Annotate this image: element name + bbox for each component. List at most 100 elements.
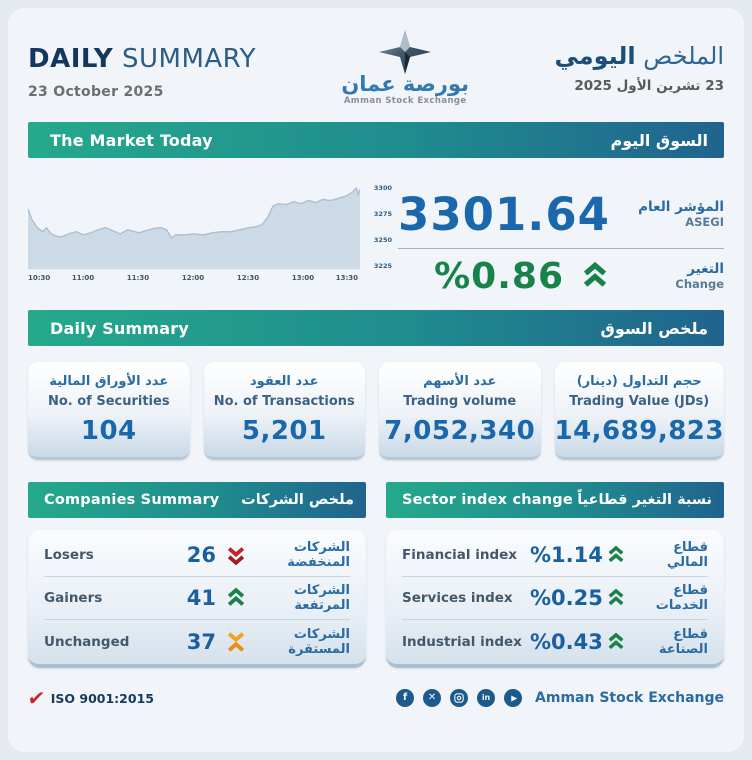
- double-chevron-up-icon: [596, 632, 636, 652]
- row-label-arabic: الشركات المنخفضة: [287, 540, 350, 570]
- row-label-english: Industrial index: [402, 633, 522, 650]
- iso-certification: ✔ ISO 9001:2015: [26, 686, 154, 710]
- row-label-english: Gainers: [44, 590, 103, 606]
- change-value: %0.86: [434, 255, 564, 297]
- row-value: 41: [186, 586, 216, 610]
- change-label-arabic: التغير: [687, 261, 724, 277]
- double-chevron-up-icon: [216, 587, 256, 609]
- row-label-arabic: قطاع الصناعة: [658, 626, 708, 657]
- index-chart: 3300 3275 3250 3225 10:30 11:00 11:30 12:00 12:…: [28, 180, 392, 300]
- page-title-rest: SUMMARY: [113, 44, 256, 74]
- daily-summary-title-en: Daily Summary: [50, 318, 190, 338]
- logo-name-arabic: بورصة عمان: [341, 72, 470, 96]
- stat-value: 14,689,823: [554, 416, 724, 446]
- change-row: %0.86 التغير Change: [398, 256, 724, 297]
- row-value: %0.25: [530, 586, 603, 610]
- unchanged-row: Unchanged 37 الشركات المستقرة: [44, 620, 350, 663]
- index-label-english: ASEGI: [685, 215, 724, 229]
- market-today-title-ar: السوق اليوم: [610, 130, 708, 150]
- date-en: 23 October 2025: [28, 84, 164, 100]
- double-chevron-up-icon: [596, 545, 636, 565]
- companies-summary-banner: Companies Summary ملخص الشركات: [28, 482, 366, 518]
- companies-column: Companies Summary ملخص الشركات Losers 26…: [28, 482, 366, 668]
- sector-index-banner: Sector index change نسبة التغير قطاعياً: [386, 482, 724, 518]
- stat-label-english: No. of Transactions: [213, 394, 355, 409]
- page-title-arabic-word2: اليومي: [554, 42, 636, 70]
- double-chevron-up-icon: [596, 588, 636, 608]
- losers-row: Losers 26 الشركات المنخفضة: [44, 534, 350, 577]
- stat-label-arabic: حجم التداول (دينار): [576, 374, 702, 389]
- x-twitter-icon[interactable]: ✕: [423, 689, 442, 707]
- index-info-panel: 3301.64 المؤشر العام ASEGI %0.86 التغير …: [380, 174, 724, 310]
- row-label-arabic: الشركات المرتفعة: [293, 583, 350, 613]
- row-label-english: Financial index: [402, 547, 518, 563]
- row-value: 37: [186, 629, 216, 654]
- stat-label-english: No. of Securities: [47, 394, 170, 409]
- stat-label-arabic: عدد العقود: [250, 374, 319, 389]
- stat-value: 5,201: [241, 416, 327, 446]
- compass-star-icon: [379, 30, 432, 74]
- chart-y-axis-labels: 3300 3275 3250 3225: [373, 184, 392, 270]
- sectors-card: Financial index %1.14 قطاع المالي Servic…: [386, 530, 724, 668]
- gainers-row: Gainers 41 الشركات المرتفعة: [44, 577, 350, 620]
- stat-trading-volume: عدد الأسهم Trading volume 7,052,340: [379, 362, 541, 460]
- page-title-arabic: الملخص اليومي: [554, 42, 724, 70]
- companies-title-en: Companies Summary: [44, 492, 220, 508]
- row-label-arabic: الشركات المستقرة: [288, 626, 350, 657]
- header: DAILY SUMMARY 23 October 2025 بورصة عمان…: [28, 26, 724, 122]
- row-label-english: Losers: [44, 547, 94, 563]
- stat-securities: عدد الأوراق المالية No. of Securities 10…: [28, 362, 190, 460]
- row-value: %0.43: [530, 629, 603, 654]
- stat-label-arabic: عدد الأوراق المالية: [49, 374, 169, 389]
- index-value: 3301.64: [398, 187, 610, 241]
- stat-label-english: Trading volume: [403, 394, 517, 409]
- report-page: DAILY SUMMARY 23 October 2025 بورصة عمان…: [8, 8, 744, 752]
- index-labels: المؤشر العام ASEGI: [626, 199, 724, 229]
- checkmark-icon: ✔: [26, 686, 47, 710]
- header-left: DAILY SUMMARY 23 October 2025: [28, 26, 256, 100]
- youtube-icon[interactable]: [504, 689, 523, 707]
- companies-card: Losers 26 الشركات المنخفضة Gainers 41: [28, 530, 366, 668]
- bottom-columns: Companies Summary ملخص الشركات Losers 26…: [28, 482, 724, 668]
- converging-chevrons-icon: [216, 631, 256, 653]
- sectors-title-ar: نسبة التغير قطاعياً: [577, 492, 712, 508]
- market-today-banner: The Market Today السوق اليوم: [28, 122, 724, 158]
- stat-transactions: عدد العقود No. of Transactions 5,201: [203, 362, 365, 460]
- row-label-english: Services index: [402, 590, 513, 606]
- industrial-index-row: Industrial index %0.43 قطاع الصناعة: [402, 620, 708, 663]
- info-divider: [398, 247, 724, 249]
- market-today-title-en: The Market Today: [50, 130, 213, 150]
- chart-x-axis-labels: 10:30 11:00 11:30 12:00 12:30 13:00 13:30: [28, 274, 358, 282]
- facebook-icon[interactable]: f: [396, 689, 415, 707]
- double-chevron-down-icon: [216, 544, 256, 566]
- row-value: 26: [186, 543, 216, 567]
- logo-name-english: Amman Stock Exchange: [343, 96, 467, 106]
- social-links: f ✕ in Amman Stock Exchange: [396, 689, 724, 707]
- stat-label-arabic: عدد الأسهم: [423, 374, 497, 389]
- ase-logo: بورصة عمان Amman Stock Exchange: [330, 28, 480, 106]
- stat-trading-value: حجم التداول (دينار) Trading Value (JDs) …: [554, 362, 724, 460]
- daily-summary-banner: Daily Summary ملخص السوق: [28, 310, 724, 346]
- row-label-english: Unchanged: [44, 633, 130, 650]
- footer: ✔ ISO 9001:2015 f ✕ in Amman Stock Excha…: [26, 686, 724, 710]
- stat-value: 104: [80, 416, 137, 446]
- instagram-icon[interactable]: [450, 689, 469, 707]
- date-arabic: 23 تشرين الأول 2025: [574, 78, 724, 94]
- sectors-column: Sector index change نسبة التغير قطاعياً …: [386, 482, 724, 668]
- iso-label: ISO 9001:2015: [50, 690, 154, 706]
- index-area-chart: [28, 186, 360, 270]
- page-title-bold: DAILY: [28, 44, 114, 74]
- change-label-english: Change: [675, 277, 724, 291]
- linkedin-icon[interactable]: in: [477, 689, 496, 707]
- sectors-title-en: Sector index change: [402, 492, 573, 508]
- stat-label-english: Trading Value (JDs): [569, 394, 710, 409]
- double-chevron-up-icon: [583, 261, 607, 287]
- market-section: 3300 3275 3250 3225 10:30 11:00 11:30 12:00 12:…: [28, 174, 724, 310]
- financial-index-row: Financial index %1.14 قطاع المالي: [402, 534, 708, 577]
- stats-row: عدد الأوراق المالية No. of Securities 10…: [28, 362, 724, 460]
- companies-title-ar: ملخص الشركات: [241, 492, 354, 508]
- daily-summary-title-ar: ملخص السوق: [600, 318, 708, 338]
- header-right: الملخص اليومي 23 تشرين الأول 2025: [554, 26, 724, 94]
- page-title-arabic-word1: الملخص: [635, 42, 724, 70]
- page-title: DAILY SUMMARY: [28, 44, 256, 74]
